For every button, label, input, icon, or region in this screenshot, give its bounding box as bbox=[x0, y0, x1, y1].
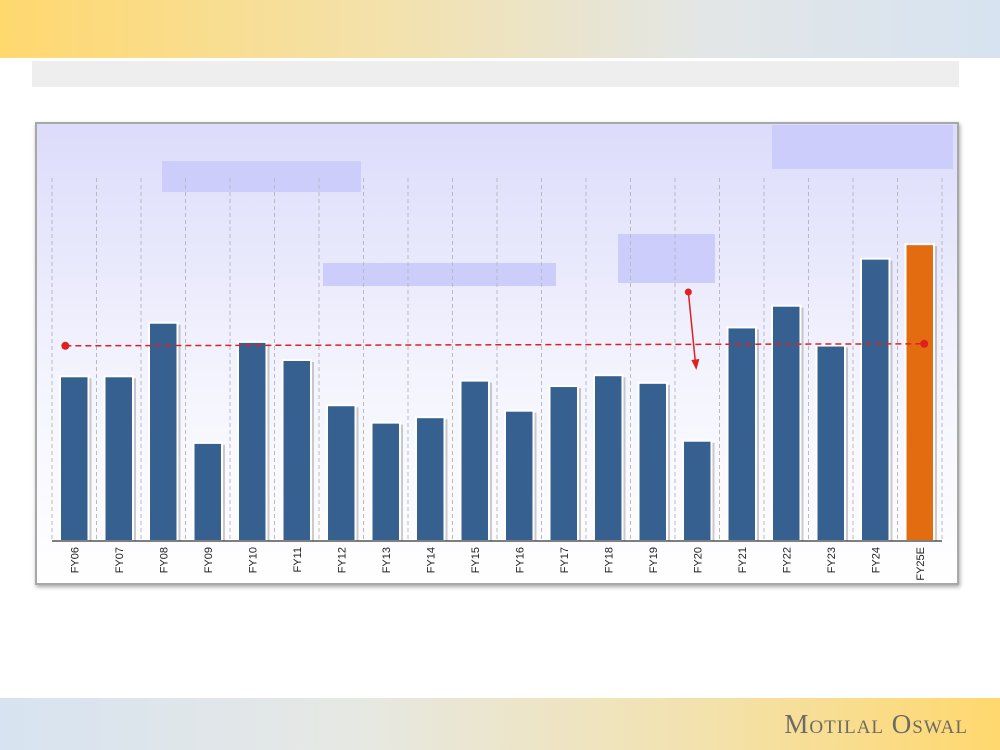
x-tick-label-fy18: FY18 bbox=[603, 547, 615, 573]
average-line-end-dot bbox=[920, 339, 929, 348]
bar-fy18 bbox=[593, 374, 624, 542]
bar-fy11 bbox=[281, 359, 312, 542]
x-tick-label-fy10: FY10 bbox=[247, 547, 259, 573]
x-tick-label-fy13: FY13 bbox=[381, 547, 393, 573]
bar-fy12 bbox=[326, 404, 357, 542]
x-tick-label-fy16: FY16 bbox=[514, 547, 526, 573]
bar-fy23 bbox=[815, 344, 846, 542]
annotation-box-1 bbox=[162, 161, 361, 192]
x-tick-label-fy24: FY24 bbox=[870, 547, 882, 573]
top-banner bbox=[0, 0, 1000, 58]
bar-fy09 bbox=[192, 441, 223, 543]
x-tick-label-fy21: FY21 bbox=[737, 547, 749, 573]
arrow-shaft bbox=[687, 291, 697, 363]
x-tick-label-fy08: FY08 bbox=[158, 547, 170, 573]
brand-logo-text: Motilal Oswal bbox=[784, 709, 968, 739]
bar-fy06 bbox=[59, 375, 90, 542]
annotation-box-4 bbox=[772, 125, 953, 169]
chart-panel: FY06 FY07 FY08 FY09 FY10 FY11 FY12 FY13 FY14 FY15… bbox=[35, 122, 959, 585]
bottom-banner bbox=[0, 698, 1000, 750]
x-tick-label-fy12: FY12 bbox=[336, 547, 348, 573]
annotation-box-3 bbox=[618, 234, 715, 283]
arrow-head bbox=[691, 359, 700, 370]
bar-chart: FY06 FY07 FY08 FY09 FY10 FY11 FY12 FY13 FY14 FY15… bbox=[51, 125, 953, 581]
bar-fy07 bbox=[103, 375, 134, 542]
x-tick-label-fy14: FY14 bbox=[425, 547, 437, 573]
average-line-start-dot bbox=[61, 341, 70, 350]
bar-fy21 bbox=[726, 326, 757, 542]
x-tick-label-fy25e: FY25E bbox=[915, 547, 927, 581]
bar-fy22 bbox=[771, 304, 802, 542]
bar-fy17 bbox=[548, 385, 579, 542]
x-tick-label-fy07: FY07 bbox=[114, 547, 126, 573]
x-tick-label-fy11: FY11 bbox=[292, 547, 304, 572]
x-tick-label-fy23: FY23 bbox=[826, 547, 838, 573]
bar-fy14 bbox=[415, 416, 446, 543]
x-tick-label-fy15: FY15 bbox=[470, 547, 482, 573]
bar-fy16 bbox=[504, 409, 535, 542]
annotation-box-2 bbox=[323, 263, 556, 286]
average-line bbox=[65, 343, 925, 347]
x-tick-label-fy09: FY09 bbox=[203, 547, 215, 573]
bar-fy24 bbox=[860, 257, 891, 542]
bar-fy08 bbox=[148, 321, 179, 542]
x-tick-label-fy20: FY20 bbox=[692, 547, 704, 573]
bar-fy15 bbox=[459, 379, 490, 542]
slide-title-bar bbox=[32, 61, 959, 87]
x-tick-label-fy06: FY06 bbox=[69, 547, 81, 573]
bar-fy19 bbox=[637, 381, 668, 542]
bar-fy10 bbox=[237, 340, 268, 542]
bar-fy20 bbox=[682, 439, 713, 543]
x-tick-label-fy22: FY22 bbox=[781, 547, 793, 573]
x-tick-label-fy19: FY19 bbox=[648, 547, 660, 573]
x-tick-label-fy17: FY17 bbox=[559, 547, 571, 573]
bar-fy13 bbox=[370, 421, 401, 543]
bar-fy25e bbox=[904, 243, 935, 542]
